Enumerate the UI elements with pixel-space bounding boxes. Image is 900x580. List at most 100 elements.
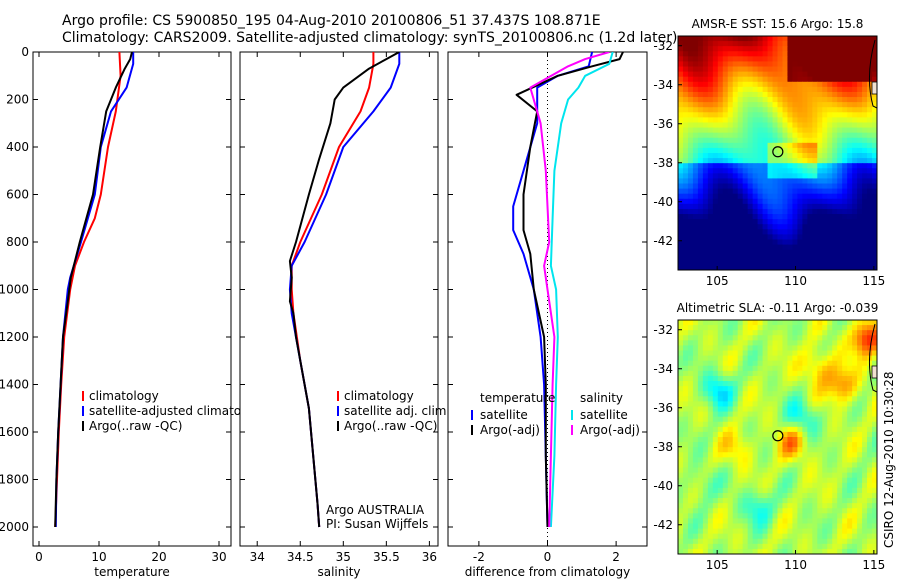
map-cell [837,249,843,256]
map-cell [712,543,719,550]
map-cell [812,508,818,514]
map-cell [682,528,689,535]
map-cell [837,431,843,438]
map-cell [862,208,868,215]
map-cell [707,127,714,134]
map-cell [817,503,823,509]
map-cell [737,56,744,62]
map-cell [727,320,734,326]
map-cell [807,137,813,144]
map-cell [777,426,783,433]
map-cell [687,442,694,448]
map-cell [717,447,724,453]
map-cell [757,487,764,494]
map-cell [807,188,813,195]
map-cell [867,254,873,261]
map-cell [737,416,744,423]
map-cell [807,158,813,164]
map-cell [847,147,853,154]
map-cell [737,421,744,428]
map-cell [727,168,734,174]
map-cell [707,224,714,230]
map-cell [772,224,778,230]
map-cell [767,350,774,357]
map-cell [722,503,729,509]
map-cell [837,178,843,185]
map-cell [872,214,877,220]
map-cell [692,183,699,190]
map-cell [687,335,694,341]
map-cell [857,391,863,397]
map-cell [837,375,843,382]
map-cell [812,452,818,458]
map-cell [712,208,719,215]
map-cell [732,198,739,205]
map-cell [737,350,744,357]
map-cell [732,137,739,144]
map-cell [722,127,729,134]
map-cell [872,91,877,98]
map-cell [702,447,709,453]
map-cell [737,132,744,139]
map-cell [707,142,714,149]
map-cell [737,508,744,514]
map-cell [762,472,769,479]
map-cell [792,401,798,407]
map-cell [872,51,877,57]
map-cell [812,365,818,372]
map-cell [767,229,774,235]
map-cell [678,214,684,220]
map-cell [842,467,848,474]
map-cell [867,219,873,225]
map-cell [842,117,848,123]
map-cell [842,127,848,134]
map-cell [722,426,729,433]
map-cell [827,426,833,433]
map-cell [802,411,808,418]
map-cell [727,467,734,474]
map-cell [867,442,873,448]
map-cell [822,117,828,123]
map-cell [707,396,714,402]
map-cell [777,219,783,225]
map-cell [692,396,699,402]
map-cell [832,112,838,118]
map-cell [837,518,843,524]
map-cell [842,416,848,423]
map-cell [802,360,808,367]
map-cell [777,127,783,134]
map-cell [697,112,704,118]
map-cell [792,365,798,372]
map-cell [852,325,858,331]
map-cell [857,543,863,550]
map-cell [717,457,724,463]
map-cell [717,168,724,174]
map-cell [832,462,838,469]
map-cell [827,340,833,346]
map-cell [812,107,818,113]
map-cell [862,538,868,545]
map-frame [677,35,878,271]
map-cell [767,102,774,108]
map-cell [857,229,863,235]
map-cell [772,355,778,362]
map-cell [762,76,769,83]
map-cell [722,477,729,484]
map-cell [747,219,754,225]
map-cell [692,411,699,418]
map-cell [767,340,774,346]
map-cell [867,56,873,62]
map-cell [797,76,803,83]
map-cell [827,214,833,220]
map-cell [692,41,699,47]
map-cell [757,173,764,179]
map-cell [697,528,704,535]
map-cell [678,173,684,179]
map-cell [697,472,704,479]
map-cell [702,360,709,367]
map-cell [707,391,714,397]
map-cell [742,132,749,139]
map-cell [777,142,783,149]
map-cell [692,86,699,93]
map-cell [797,523,803,530]
